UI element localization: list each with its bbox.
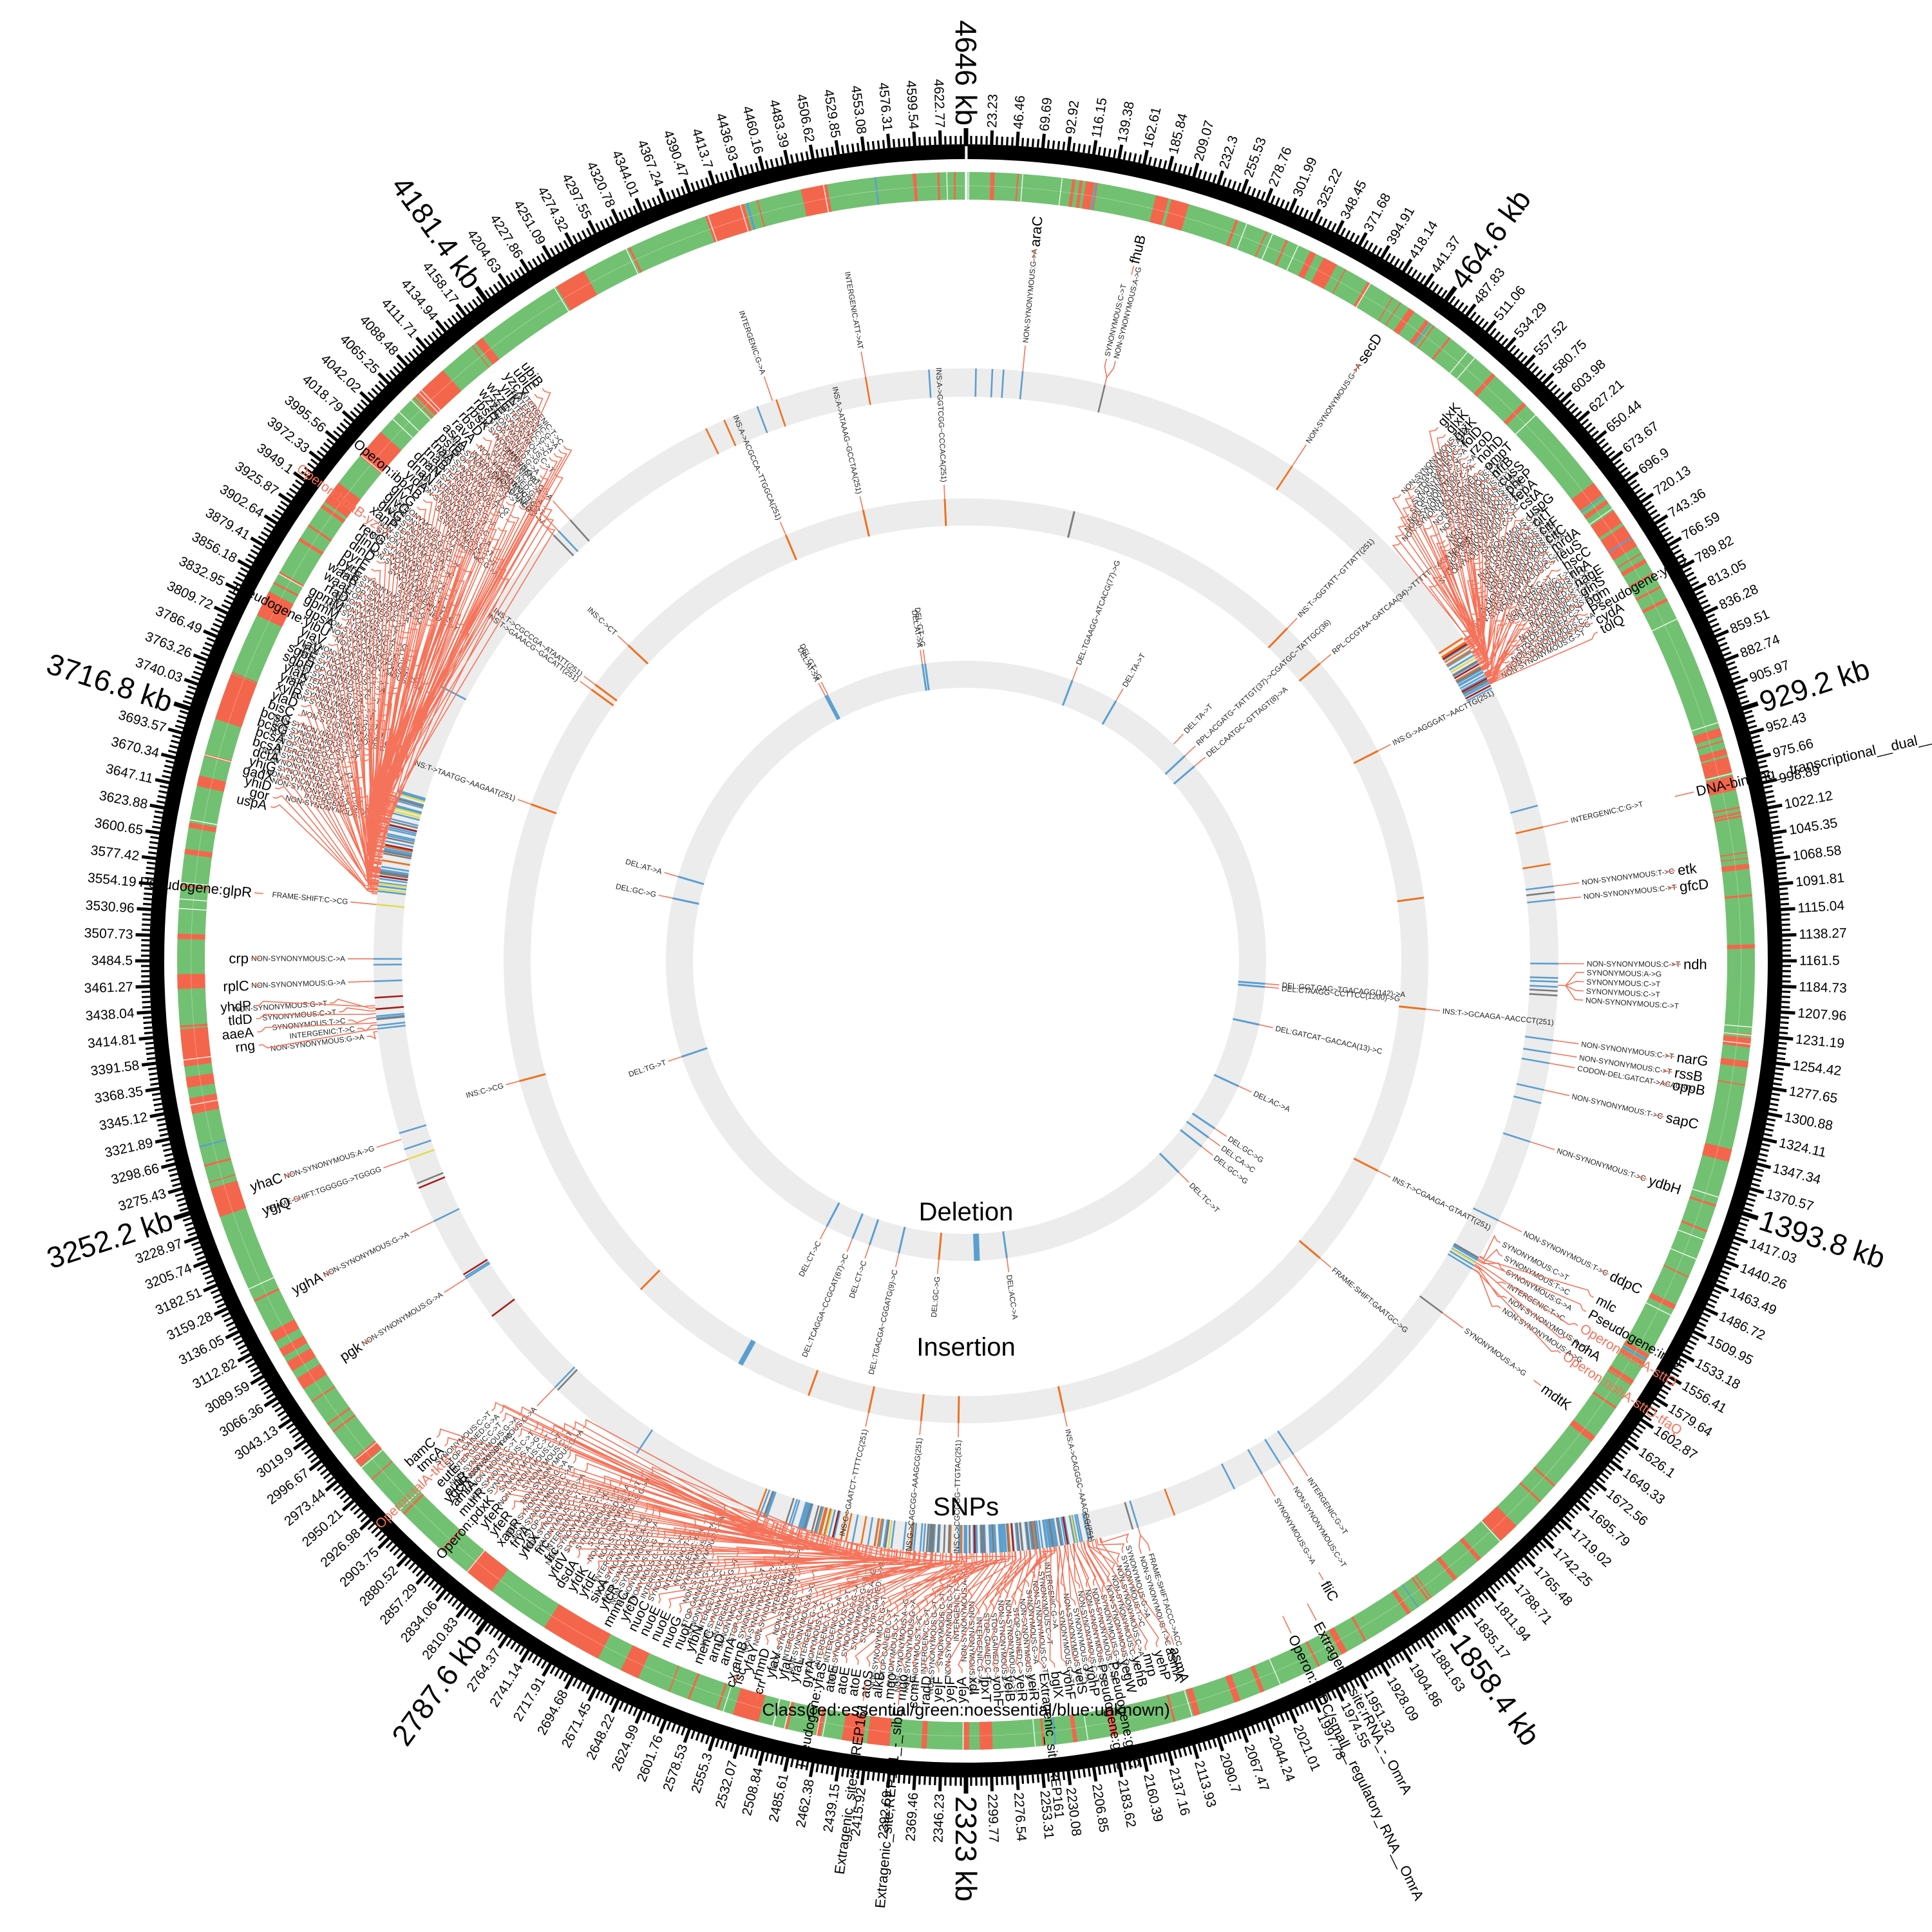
svg-text:yhdP: yhdP bbox=[220, 998, 252, 1015]
svg-text:yeiR: yeiR bbox=[1025, 1673, 1042, 1701]
svg-text:Deletion: Deletion bbox=[919, 1198, 1014, 1226]
svg-text:aaeA: aaeA bbox=[222, 1025, 254, 1043]
svg-text:2323 kb: 2323 kb bbox=[949, 1796, 983, 1902]
svg-text:2299.77: 2299.77 bbox=[985, 1794, 1001, 1843]
svg-text:2346.23: 2346.23 bbox=[931, 1794, 947, 1843]
svg-text:yeiR: yeiR bbox=[1013, 1674, 1030, 1703]
svg-text:NON-SYNONYMOUS:C->A: NON-SYNONYMOUS:C->A bbox=[251, 954, 345, 963]
svg-text:3461.27: 3461.27 bbox=[84, 980, 133, 996]
svg-text:bglX: bglX bbox=[1048, 1671, 1066, 1700]
svg-text:SNPs: SNPs bbox=[933, 1493, 999, 1521]
svg-text:NON-SYNONYMOUS:C->T: NON-SYNONYMOUS:C->T bbox=[1587, 960, 1680, 969]
svg-text:xdI: xdI bbox=[966, 1677, 981, 1695]
svg-text:yejA: yejA bbox=[954, 1677, 969, 1703]
svg-text:radD: radD bbox=[918, 1676, 934, 1706]
svg-text:SYNONYMOUS:C->T: SYNONYMOUS:C->T bbox=[935, 1592, 947, 1666]
svg-text:Class(red:essential/green:noes: Class(red:essential/green:noessential/bl… bbox=[762, 1700, 1170, 1719]
svg-text:3484.5: 3484.5 bbox=[91, 954, 133, 969]
svg-text:4622.77: 4622.77 bbox=[931, 79, 947, 128]
svg-text:NON-SYNONYMOUS:G->A: NON-SYNONYMOUS:G->A bbox=[251, 978, 346, 990]
svg-text:DEL:GC->G: DEL:GC->G bbox=[929, 1276, 942, 1318]
svg-text:alkB: alkB bbox=[870, 1671, 888, 1699]
svg-text:NON-SYNONYMOUS:C->A: NON-SYNONYMOUS:C->A bbox=[967, 1601, 977, 1695]
svg-text:rplC: rplC bbox=[223, 978, 249, 994]
svg-text:46.46: 46.46 bbox=[1011, 95, 1028, 129]
svg-text:1115.04: 1115.04 bbox=[1797, 898, 1845, 916]
svg-text:SYNONYMOUS:C->T: SYNONYMOUS:C->T bbox=[1586, 987, 1661, 999]
svg-text:STOP-GAINED:C->T: STOP-GAINED:C->T bbox=[989, 1613, 1001, 1684]
svg-text:NON-SYNONYMOUS:C->T: NON-SYNONYMOUS:C->T bbox=[943, 1584, 954, 1678]
svg-text:crp: crp bbox=[229, 951, 249, 967]
svg-text:etk: etk bbox=[1677, 860, 1698, 878]
svg-text:gfcD: gfcD bbox=[1679, 876, 1710, 895]
svg-text:mqo: mqo bbox=[882, 1672, 899, 1700]
svg-text:2369.46: 2369.46 bbox=[903, 1792, 921, 1842]
svg-text:yejF: yejF bbox=[930, 1676, 946, 1703]
svg-text:mqo: mqo bbox=[894, 1674, 911, 1701]
svg-text:SYNONYMOUS:A->G: SYNONYMOUS:A->G bbox=[1587, 968, 1662, 978]
svg-text:1161.5: 1161.5 bbox=[1799, 954, 1840, 969]
svg-text:yohF: yohF bbox=[990, 1676, 1006, 1707]
svg-text:rng: rng bbox=[234, 1038, 256, 1055]
svg-text:4646 kb: 4646 kb bbox=[949, 20, 983, 126]
svg-text:ccmF: ccmF bbox=[905, 1674, 923, 1709]
svg-text:INS:C->CGCGGG~TTGTAC(251): INS:C->CGCGGG~TTGTAC(251) bbox=[952, 1440, 963, 1554]
svg-text:yejF: yejF bbox=[942, 1676, 958, 1702]
svg-text:3507.73: 3507.73 bbox=[84, 926, 133, 942]
svg-text:SYNONYMOUS:C->T: SYNONYMOUS:C->T bbox=[1586, 978, 1660, 989]
svg-text:tldD: tldD bbox=[228, 1012, 253, 1028]
svg-text:69.69: 69.69 bbox=[1037, 97, 1055, 131]
svg-text:2276.54: 2276.54 bbox=[1011, 1792, 1029, 1842]
svg-text:lpxT: lpxT bbox=[978, 1676, 994, 1702]
svg-text:23.23: 23.23 bbox=[985, 94, 1001, 128]
svg-text:Insertion: Insertion bbox=[916, 1333, 1015, 1361]
svg-text:1184.73: 1184.73 bbox=[1799, 980, 1847, 996]
svg-text:ndh: ndh bbox=[1683, 956, 1707, 972]
svg-text:yeiB: yeiB bbox=[1001, 1675, 1018, 1702]
svg-text:3530.96: 3530.96 bbox=[85, 898, 135, 916]
svg-text:INTERGENIC:G->A: INTERGENIC:G->A bbox=[974, 1617, 985, 1684]
svg-text:3438.04: 3438.04 bbox=[85, 1006, 135, 1024]
svg-text:1207.96: 1207.96 bbox=[1797, 1006, 1847, 1024]
svg-text:araC: araC bbox=[1027, 215, 1045, 247]
svg-text:1138.27: 1138.27 bbox=[1799, 926, 1847, 942]
svg-text:4599.54: 4599.54 bbox=[903, 80, 921, 130]
